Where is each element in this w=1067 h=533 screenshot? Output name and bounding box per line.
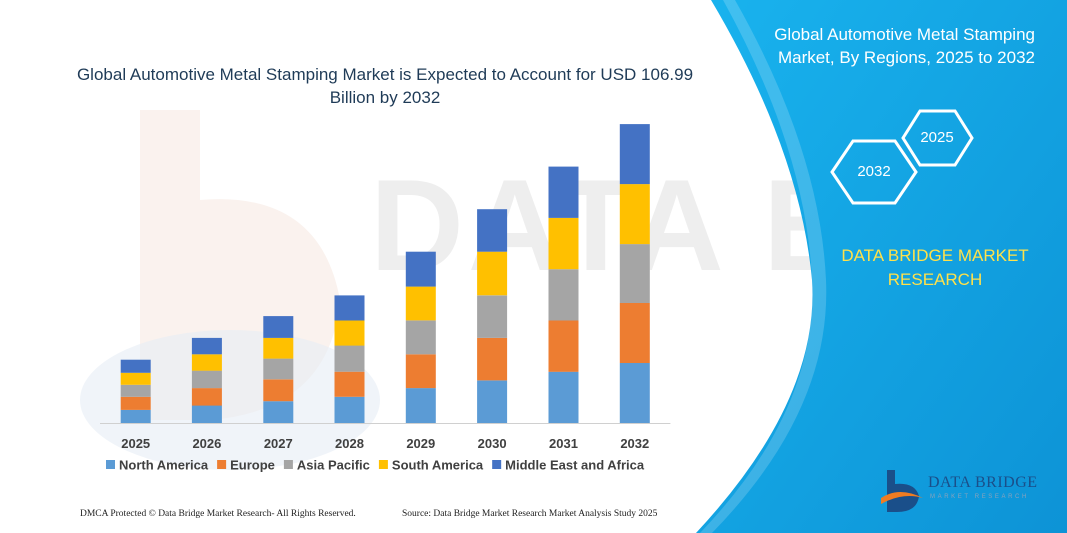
legend-label-0: North America (119, 458, 209, 473)
bar-2029-series-2 (405, 320, 436, 355)
bar-2029-series-1 (405, 354, 436, 389)
bar-2031-series-2 (548, 269, 579, 321)
legend-label-3: South America (392, 458, 484, 473)
logo-wordmark: DATA BRIDGE (928, 474, 1038, 491)
data-bridge-logo-icon (881, 470, 923, 512)
bar-2029-series-0 (405, 388, 436, 423)
bar-2026-series-4 (191, 337, 222, 355)
logo-subtitle: MARKET RESEARCH (930, 494, 1029, 500)
bar-2027-series-2 (263, 358, 294, 380)
stacked-bar-chart: 2025 2026 2027 2028 2029 2030 2031 2032 North Am… (100, 124, 671, 473)
bar-2030-series-4 (477, 209, 508, 252)
bar-2030-series-1 (477, 337, 508, 381)
panel-title: Global Automotive Metal Stamping Market,… (774, 25, 1035, 67)
x-tick-label-2026: 2026 (192, 436, 221, 451)
bar-2025-series-1 (120, 396, 151, 410)
brand-name: DATA BRIDGE MARKET RESEARCH (841, 246, 1029, 289)
legend-swatch-0 (106, 460, 115, 469)
hex-label-2032: 2032 (857, 163, 891, 180)
bar-2032-series-4 (619, 124, 650, 185)
bar-2026-series-3 (191, 354, 222, 371)
legend-label-2: Asia Pacific (297, 458, 370, 473)
bar-2025-series-3 (120, 372, 151, 385)
legend-label-1: Europe (230, 458, 275, 473)
bar-2027-series-4 (263, 316, 294, 338)
bar-2025-series-2 (120, 384, 151, 397)
hexagon-2025 (901, 109, 974, 167)
bar-2032-series-2 (619, 244, 650, 303)
bar-2030-series-3 (477, 251, 508, 296)
bar-2026-series-0 (191, 405, 222, 423)
bar-2027-series-3 (263, 337, 294, 359)
bar-2026-series-1 (191, 388, 222, 406)
legend-swatch-4 (492, 460, 502, 469)
bar-2028-series-4 (334, 295, 365, 321)
copyright-notice: DMCA Protected © Data Bridge Market Rese… (80, 509, 356, 519)
chart-title: Global Automotive Metal Stamping Market … (76, 65, 694, 107)
legend-swatch-3 (378, 460, 388, 469)
x-tick-label-2031: 2031 (549, 436, 578, 451)
bar-2031-series-3 (548, 217, 579, 270)
bar-2028-series-3 (334, 320, 365, 346)
source-note: Source: Data Bridge Market Research Mark… (402, 509, 658, 519)
bar-2031-series-4 (548, 166, 579, 218)
bar-2029-series-4 (405, 251, 436, 287)
legend-label-4: Middle East and Africa (505, 458, 645, 473)
hexagon-2032 (830, 139, 918, 205)
bar-2028-series-2 (334, 345, 365, 372)
bar-2026-series-2 (191, 370, 222, 389)
bar-2032-series-1 (619, 303, 650, 363)
bar-2032-series-3 (619, 184, 650, 245)
x-tick-label-2032: 2032 (620, 436, 649, 451)
x-tick-label-2027: 2027 (264, 436, 293, 451)
hex-label-2025: 2025 (920, 129, 954, 146)
bar-2027-series-1 (263, 379, 294, 402)
x-tick-label-2025: 2025 (121, 436, 150, 451)
bar-2025-series-0 (120, 409, 151, 423)
bar-2031-series-1 (548, 320, 579, 372)
legend-swatch-1 (217, 460, 227, 469)
bar-2031-series-0 (548, 371, 579, 423)
x-tick-label-2029: 2029 (406, 436, 435, 451)
bar-2030-series-2 (477, 295, 508, 338)
bar-2032-series-0 (619, 363, 650, 423)
x-tick-label-2028: 2028 (335, 436, 364, 451)
bar-2029-series-3 (405, 286, 436, 321)
bar-2028-series-1 (334, 371, 365, 397)
x-tick-label-2030: 2030 (478, 436, 507, 451)
legend-swatch-2 (283, 460, 293, 469)
bar-2027-series-0 (263, 401, 294, 423)
bar-2028-series-0 (334, 396, 365, 423)
bar-2025-series-4 (120, 359, 151, 373)
bar-2030-series-0 (477, 380, 508, 423)
